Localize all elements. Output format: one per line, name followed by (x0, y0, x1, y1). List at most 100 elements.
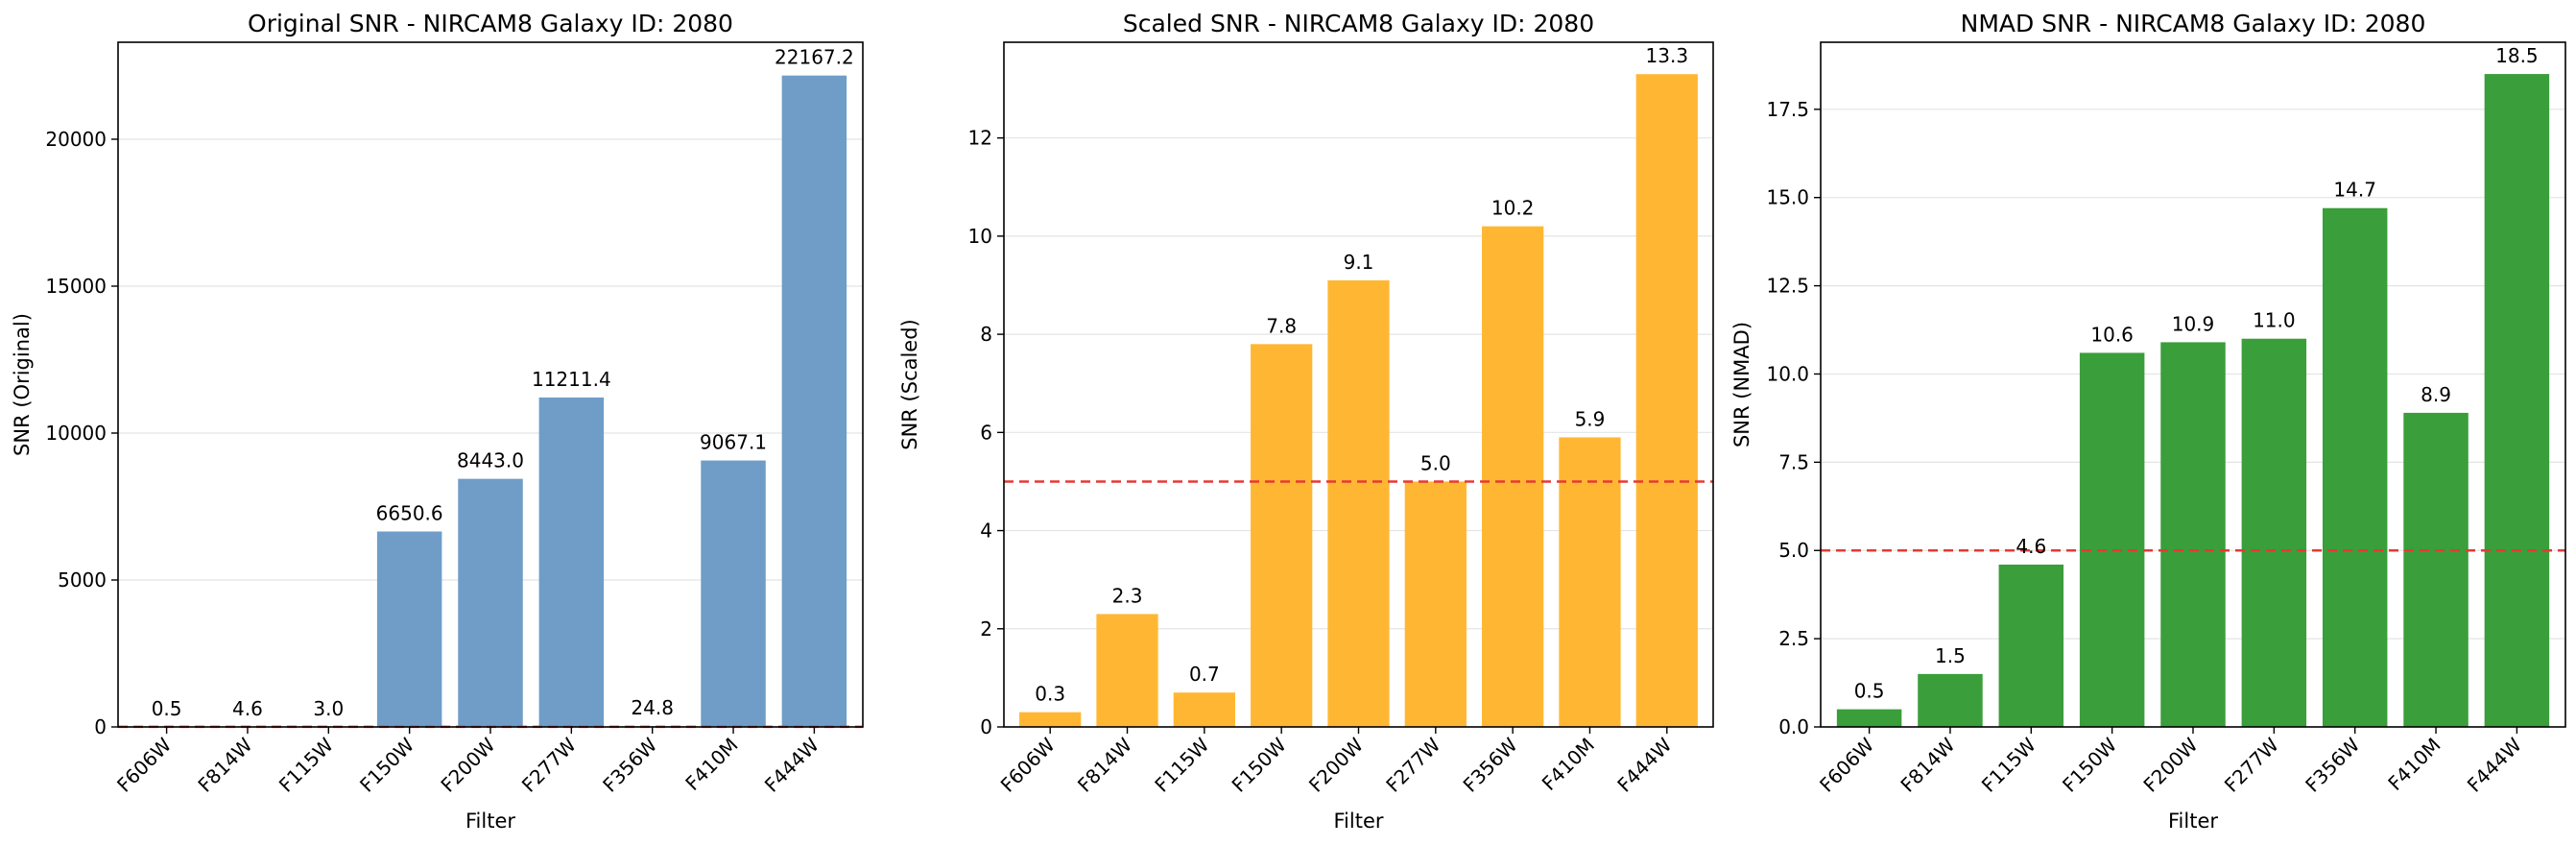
y-tick-label: 2.5 (1778, 627, 1809, 650)
x-tick-label-f444w: F444W (1612, 733, 1676, 796)
x-tick-label-f606w: F606W (112, 733, 176, 796)
x-tick-label-f814w: F814W (1073, 733, 1136, 796)
y-tick-label: 8 (980, 323, 992, 346)
y-tick-label: 10 (968, 225, 992, 248)
bar-f150w (2079, 352, 2145, 727)
y-tick-label: 0.0 (1778, 715, 1809, 738)
bar-value-label: 6650.6 (376, 501, 443, 524)
chart-title: Scaled SNR - NIRCAM8 Galaxy ID: 2080 (1123, 10, 1594, 37)
bar-f200w (1327, 279, 1390, 727)
y-tick-label: 0 (980, 715, 992, 738)
x-tick-label-f356w: F356W (1459, 733, 1522, 796)
y-tick-label: 10.0 (1766, 362, 1809, 385)
x-tick-label-f150w: F150W (1228, 733, 1291, 796)
bar-f814w (1096, 614, 1158, 727)
x-tick-label-f356w: F356W (2301, 733, 2364, 796)
x-axis-label: Filter (465, 810, 515, 833)
bar-f814w (1918, 673, 1983, 727)
bar-f115w (1173, 692, 1235, 727)
x-tick-label-f410m: F410M (680, 734, 742, 795)
bar-f444w (1635, 74, 1698, 727)
y-tick-label: 20000 (45, 128, 107, 151)
bar-f410m (2403, 412, 2469, 727)
x-tick-label-f410m: F410M (1538, 734, 1599, 795)
bar-value-label: 7.8 (1266, 314, 1297, 337)
bar-f444w (2484, 74, 2550, 727)
x-tick-label-f606w: F606W (996, 733, 1060, 796)
bar-value-label: 0.5 (152, 697, 182, 720)
x-tick-label-f444w: F444W (760, 733, 823, 796)
bar-value-label: 10.6 (2090, 323, 2134, 346)
bar-value-label: 8.9 (2421, 383, 2451, 406)
bar-value-label: 1.5 (1935, 644, 1966, 667)
y-tick-label: 5000 (58, 568, 107, 592)
y-axis-label: SNR (NMAD) (1730, 322, 1753, 447)
bar-value-label: 8443.0 (457, 449, 524, 472)
x-tick-label-f444w: F444W (2463, 733, 2526, 796)
bar-value-label: 4.6 (232, 697, 263, 720)
x-tick-label-f150w: F150W (355, 733, 418, 796)
bar-value-label: 9.1 (1344, 251, 1374, 274)
y-tick-label: 12.5 (1766, 275, 1809, 298)
x-tick-label-f814w: F814W (193, 733, 256, 796)
x-tick-label-f200w: F200W (436, 733, 499, 796)
bar-value-label: 22167.2 (775, 46, 854, 69)
x-tick-label-f277w: F277W (517, 733, 581, 796)
bar-value-label: 9067.1 (700, 431, 767, 454)
bar-f277w (538, 397, 605, 727)
bar-f200w (2160, 342, 2226, 727)
x-tick-label-f356w: F356W (598, 733, 661, 796)
bar-f410m (1559, 437, 1621, 727)
x-tick-label-f115w: F115W (1977, 733, 2040, 796)
bar-value-label: 24.8 (631, 696, 674, 719)
x-tick-label-f410m: F410M (2383, 734, 2445, 795)
bar-f200w (458, 478, 523, 727)
chart-title: Original SNR - NIRCAM8 Galaxy ID: 2080 (248, 10, 733, 37)
y-axis-label: SNR (Original) (11, 313, 34, 456)
chart-panel-1: 0.5 4.6 3.0 6650.6 8443.0 11211.4 24.8 9067.1 22… (11, 10, 864, 833)
bar-f150w (376, 531, 442, 727)
bar-f277w (2241, 338, 2307, 727)
bar-f606w (1836, 709, 1902, 727)
chart-title: NMAD SNR - NIRCAM8 Galaxy ID: 2080 (1961, 10, 2426, 37)
bar-f410m (701, 460, 766, 727)
bar-value-label: 5.9 (1575, 407, 1606, 430)
x-axis-label: Filter (2168, 810, 2218, 833)
bar-value-label: 18.5 (2495, 44, 2539, 67)
bar-value-label: 13.3 (1646, 44, 1689, 67)
bar-value-label: 4.6 (2015, 535, 2046, 558)
y-tick-label: 10000 (45, 422, 107, 445)
bar-f277w (1404, 481, 1467, 727)
bar-f444w (781, 75, 847, 727)
y-tick-label: 2 (980, 617, 992, 641)
x-tick-label-f115w: F115W (1150, 733, 1213, 796)
x-tick-label-f277w: F277W (2220, 733, 2283, 796)
x-tick-label-f606w: F606W (1815, 733, 1878, 796)
x-tick-label-f200w: F200W (2138, 733, 2202, 796)
x-tick-label-f277w: F277W (1381, 733, 1444, 796)
y-tick-label: 7.5 (1778, 450, 1809, 473)
bar-value-label: 14.7 (2333, 179, 2376, 202)
bar-f606w (1019, 712, 1082, 727)
bar-f115w (1998, 564, 2064, 727)
bar-value-label: 0.3 (1035, 683, 1065, 706)
bar-f356w (1482, 226, 1544, 727)
bar-value-label: 11.0 (2253, 309, 2296, 332)
x-tick-label-f200w: F200W (1304, 733, 1368, 796)
y-tick-label: 15000 (45, 275, 107, 298)
x-tick-label-f150w: F150W (2058, 733, 2121, 796)
bar-value-label: 0.5 (1854, 680, 1885, 703)
bar-value-label: 5.0 (1420, 451, 1451, 474)
y-tick-label: 5.0 (1778, 539, 1809, 562)
bar-value-label: 2.3 (1112, 584, 1143, 607)
y-tick-label: 17.5 (1766, 98, 1809, 121)
x-tick-label-f814w: F814W (1896, 733, 1959, 796)
y-tick-label: 12 (968, 127, 992, 150)
x-tick-label-f115w: F115W (274, 733, 338, 796)
bar-value-label: 3.0 (313, 697, 344, 720)
bar-value-label: 11211.4 (532, 368, 611, 391)
x-axis-label: Filter (1333, 810, 1383, 833)
bar-value-label: 0.7 (1189, 663, 1220, 686)
y-tick-label: 0 (94, 715, 107, 738)
